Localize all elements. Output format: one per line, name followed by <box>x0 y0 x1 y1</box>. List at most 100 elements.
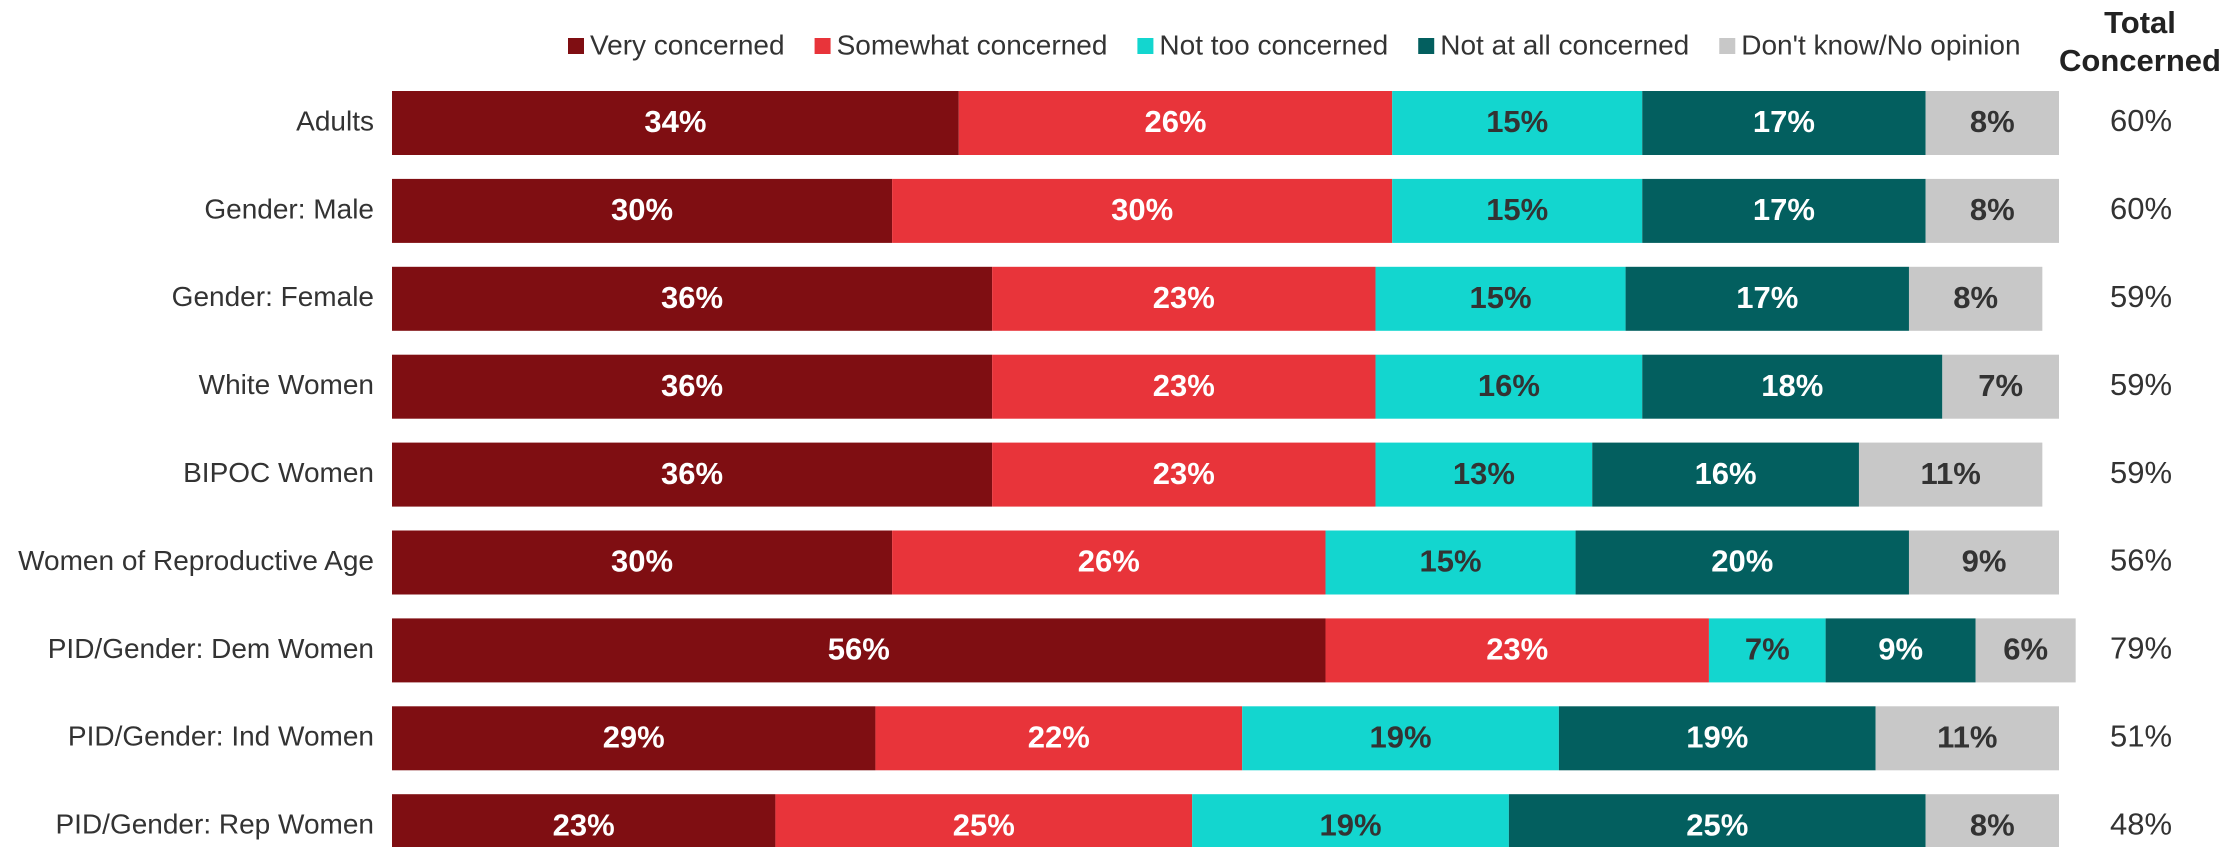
data-label: 17% <box>1753 104 1815 139</box>
data-label: 29% <box>603 719 665 754</box>
bar-segment <box>1875 706 2059 771</box>
bar-segment <box>892 178 1393 243</box>
data-label: 26% <box>1144 104 1206 139</box>
bar-segment <box>1708 618 1826 683</box>
bar-segment <box>1825 618 1976 683</box>
data-label: 22% <box>1028 719 1090 754</box>
data-label: 15% <box>1420 544 1482 579</box>
bar-segment <box>1908 530 2059 595</box>
data-label: 8% <box>1970 104 2015 139</box>
data-label: 7% <box>1745 632 1790 667</box>
bar-segment <box>992 354 1376 419</box>
legend-label: Very concerned <box>590 29 785 60</box>
data-label: 30% <box>1111 192 1173 227</box>
data-label: 36% <box>661 456 723 491</box>
total-label: 60% <box>2110 191 2172 226</box>
bar-segment <box>1925 794 2059 847</box>
bar-segment <box>1392 91 1643 155</box>
bar-segment <box>992 442 1376 507</box>
bar-segment <box>1558 706 1876 771</box>
category-label: Gender: Male <box>204 193 374 224</box>
data-label: 20% <box>1711 544 1773 579</box>
category-label: PID/Gender: Rep Women <box>55 809 374 840</box>
data-label: 56% <box>828 632 890 667</box>
bar-segment <box>1508 794 1926 847</box>
bar-segment <box>1325 618 1709 683</box>
bar-segment <box>1325 530 1576 595</box>
total-label: 51% <box>2110 718 2172 753</box>
bar-segment <box>1908 266 2043 331</box>
data-label: 8% <box>1970 807 2015 842</box>
data-label: 30% <box>611 544 673 579</box>
legend-label: Somewhat concerned <box>837 29 1108 60</box>
legend-swatch <box>1137 38 1154 54</box>
bar-segment <box>775 794 1193 847</box>
legend-swatch <box>814 38 831 54</box>
data-label: 16% <box>1695 456 1757 491</box>
data-label: 36% <box>661 368 723 403</box>
data-label: 19% <box>1686 719 1748 754</box>
bar-segment <box>392 618 1326 683</box>
bar-segment <box>392 266 993 331</box>
data-label: 19% <box>1370 719 1432 754</box>
data-label: 17% <box>1753 192 1815 227</box>
bar-segment <box>1925 91 2059 155</box>
data-label: 7% <box>1978 368 2023 403</box>
bar-segment <box>1375 442 1593 507</box>
data-label: 26% <box>1078 544 1140 579</box>
legend-swatch <box>1418 38 1435 54</box>
data-label: 16% <box>1478 368 1540 403</box>
total-label: 56% <box>2110 543 2172 578</box>
legend-label: Not at all concerned <box>1440 29 1689 60</box>
data-label: 23% <box>1153 456 1215 491</box>
bar-segment <box>1642 354 1943 419</box>
bar-segment <box>1625 266 1909 331</box>
data-label: 30% <box>611 192 673 227</box>
bar-segment <box>958 91 1393 155</box>
data-label: 13% <box>1453 456 1515 491</box>
total-label: 79% <box>2110 631 2172 666</box>
data-label: 18% <box>1761 368 1823 403</box>
total-label: 48% <box>2110 806 2172 841</box>
bar-segment <box>1642 178 1926 243</box>
category-label: Gender: Female <box>172 281 374 312</box>
data-label: 15% <box>1486 192 1548 227</box>
bar-segment <box>1925 178 2059 243</box>
bar-segment <box>875 706 1243 771</box>
category-label: PID/Gender: Dem Women <box>48 633 374 664</box>
legend-swatch <box>1719 38 1736 54</box>
bar-segment <box>1375 266 1626 331</box>
bar-segment <box>392 91 959 155</box>
bar-segment <box>392 794 776 847</box>
bar-segment <box>392 706 876 771</box>
bar-segment <box>892 530 1326 595</box>
data-label: 15% <box>1486 104 1548 139</box>
data-label: 36% <box>661 280 723 315</box>
data-label: 23% <box>1153 280 1215 315</box>
category-label: Women of Reproductive Age <box>18 545 374 576</box>
data-label: 6% <box>2003 632 2048 667</box>
bar-segment <box>1642 91 1926 155</box>
bar-segment <box>1242 706 1559 771</box>
data-label: 11% <box>1937 719 1997 754</box>
data-label: 8% <box>1970 192 2015 227</box>
total-label: 59% <box>2110 367 2172 402</box>
category-label: Adults <box>296 105 374 136</box>
legend-swatch <box>568 38 584 54</box>
data-label: 15% <box>1470 280 1532 315</box>
data-label: 11% <box>1920 456 1980 491</box>
bar-segment <box>1392 178 1643 243</box>
data-label: 9% <box>1962 544 2007 579</box>
data-label: 23% <box>1486 632 1548 667</box>
bar-segment <box>392 442 993 507</box>
total-label: 60% <box>2110 103 2172 138</box>
bar-segment <box>992 266 1376 331</box>
legend-label: Not too concerned <box>1159 29 1388 60</box>
bar-segment <box>1858 442 2043 507</box>
data-label: 19% <box>1320 807 1382 842</box>
bar-segment <box>1192 794 1509 847</box>
bar-segment <box>392 354 993 419</box>
total-label: 59% <box>2110 455 2172 490</box>
category-label: BIPOC Women <box>183 457 374 488</box>
